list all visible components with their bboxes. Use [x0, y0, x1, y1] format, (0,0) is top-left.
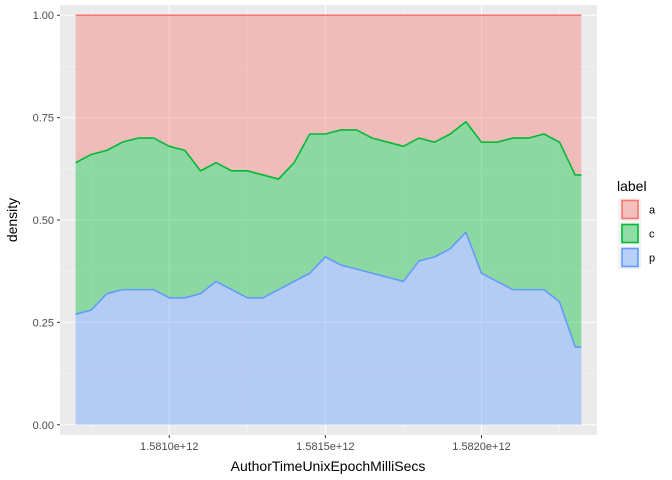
legend-key-a — [621, 199, 639, 220]
x-axis-title: AuthorTimeUnixEpochMilliSecs — [231, 458, 426, 474]
legend-key-p — [621, 247, 639, 268]
series-lines — [75, 14, 582, 348]
line-p — [75, 231, 582, 348]
x-tick-label: 1.5820e+12 — [452, 441, 510, 453]
area-a — [75, 15, 582, 180]
legend-title: label — [617, 178, 647, 194]
legend-label-a: a — [649, 205, 656, 217]
area-c — [75, 121, 582, 347]
x-tick-label: 1.5815e+12 — [296, 441, 354, 453]
y-tick-label: 1.00 — [33, 10, 54, 22]
legend-label-p: p — [649, 253, 655, 265]
legend-key-background — [618, 198, 641, 221]
legend-label-c: c — [649, 229, 655, 241]
legend-key-c — [621, 223, 639, 244]
major-gridlines — [60, 5, 597, 435]
area-p — [75, 232, 582, 425]
y-tick-label: 0.25 — [33, 317, 54, 329]
y-tick-label: 0.00 — [33, 420, 54, 432]
line-c — [75, 120, 582, 180]
x-tick-label: 1.5810e+12 — [140, 441, 198, 453]
stacked-areas — [75, 15, 582, 425]
legend-key-background — [618, 222, 641, 245]
legend: label acp — [617, 178, 656, 269]
y-tick-label: 0.50 — [33, 215, 54, 227]
x-axis-ticks: 1.5810e+12 1.5815e+12 1.5820e+12 — [140, 435, 511, 453]
legend-key-background — [618, 246, 641, 269]
y-axis-ticks: 0.00 0.25 0.50 0.75 1.00 — [33, 10, 60, 432]
y-tick-label: 0.75 — [33, 113, 54, 125]
y-axis-title: density — [4, 198, 20, 242]
